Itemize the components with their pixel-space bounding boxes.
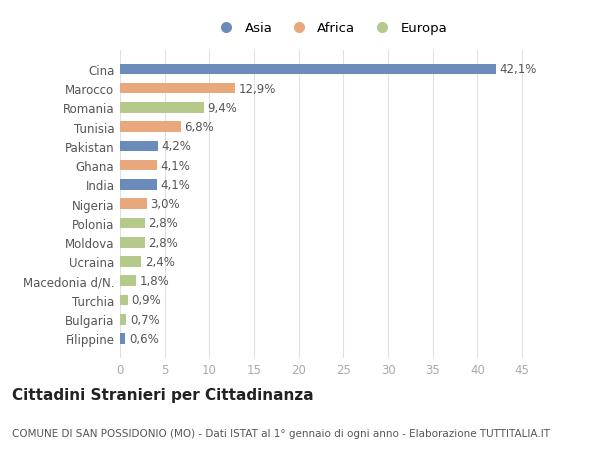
Text: 4,1%: 4,1% [160,159,190,172]
Bar [120,84,235,94]
Bar [120,257,142,267]
Text: 6,8%: 6,8% [184,121,214,134]
Text: 1,8%: 1,8% [140,274,169,288]
Text: 9,4%: 9,4% [208,102,238,115]
Bar [120,161,157,171]
Text: Cittadini Stranieri per Cittadinanza: Cittadini Stranieri per Cittadinanza [12,387,314,403]
Bar [120,237,145,248]
Text: 4,2%: 4,2% [161,140,191,153]
Bar [120,314,126,325]
Bar [120,218,145,229]
Text: 4,1%: 4,1% [160,179,190,191]
Bar [120,295,128,306]
Legend: Asia, Africa, Europa: Asia, Africa, Europa [208,17,452,40]
Text: 2,8%: 2,8% [149,217,178,230]
Bar [120,122,181,133]
Text: COMUNE DI SAN POSSIDONIO (MO) - Dati ISTAT al 1° gennaio di ogni anno - Elaboraz: COMUNE DI SAN POSSIDONIO (MO) - Dati IST… [12,428,550,438]
Text: 2,8%: 2,8% [149,236,178,249]
Bar [120,64,496,75]
Bar [120,199,147,210]
Bar [120,334,125,344]
Text: 3,0%: 3,0% [151,198,180,211]
Text: 0,7%: 0,7% [130,313,160,326]
Bar [120,141,158,152]
Bar [120,276,136,286]
Bar [120,180,157,190]
Text: 42,1%: 42,1% [500,63,537,76]
Text: 12,9%: 12,9% [239,83,276,95]
Bar [120,103,204,113]
Text: 0,9%: 0,9% [131,294,161,307]
Text: 0,6%: 0,6% [129,332,158,345]
Text: 2,4%: 2,4% [145,255,175,269]
